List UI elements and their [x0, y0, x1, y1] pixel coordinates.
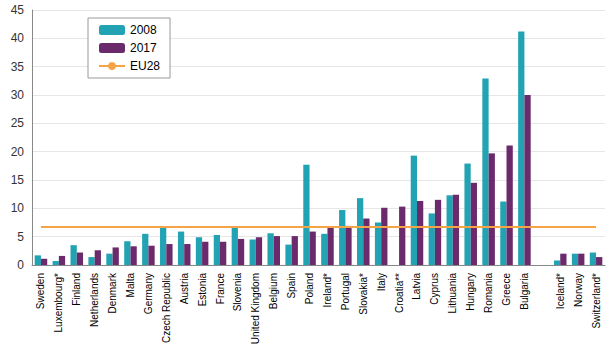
- svg-text:Denmark: Denmark: [107, 272, 118, 314]
- svg-text:Bulgaria: Bulgaria: [519, 273, 530, 310]
- svg-text:Germany: Germany: [143, 273, 154, 314]
- svg-text:Italy: Italy: [376, 273, 387, 291]
- svg-text:Switzerland*: Switzerland*: [591, 273, 602, 329]
- svg-text:Norway: Norway: [573, 273, 584, 307]
- svg-text:30: 30: [11, 88, 25, 102]
- svg-text:15: 15: [11, 173, 25, 187]
- svg-text:EU28: EU28: [130, 59, 160, 73]
- svg-text:Slovakia*: Slovakia*: [358, 273, 369, 315]
- svg-text:Greece: Greece: [501, 273, 512, 306]
- svg-text:Hungary: Hungary: [465, 273, 476, 311]
- svg-text:Poland: Poland: [304, 273, 315, 304]
- svg-text:Belgium: Belgium: [268, 273, 279, 309]
- svg-text:Latvia: Latvia: [411, 273, 422, 300]
- svg-text:Austria: Austria: [179, 273, 190, 305]
- svg-text:Luxembourg*: Luxembourg*: [53, 273, 64, 333]
- svg-text:Netherlands: Netherlands: [89, 273, 100, 327]
- svg-text:Croatia**: Croatia**: [394, 273, 405, 313]
- svg-text:0: 0: [17, 258, 24, 272]
- svg-text:2008: 2008: [130, 23, 157, 37]
- svg-text:35: 35: [11, 60, 25, 74]
- svg-text:Czech Republic: Czech Republic: [161, 273, 172, 343]
- svg-text:2017: 2017: [130, 41, 157, 55]
- svg-text:Ireland*: Ireland*: [322, 273, 333, 308]
- svg-text:Spain: Spain: [286, 273, 297, 299]
- svg-text:Slovenia: Slovenia: [232, 273, 243, 312]
- svg-text:20: 20: [11, 145, 25, 159]
- svg-text:United Kingdom: United Kingdom: [250, 273, 261, 344]
- svg-text:40: 40: [11, 31, 25, 45]
- svg-text:25: 25: [11, 116, 25, 130]
- svg-text:45: 45: [11, 3, 25, 17]
- svg-text:Romania: Romania: [483, 273, 494, 313]
- svg-text:Malta: Malta: [125, 273, 136, 298]
- svg-text:Lithuania: Lithuania: [447, 273, 458, 314]
- svg-text:5: 5: [17, 230, 24, 244]
- svg-text:Finland: Finland: [71, 273, 82, 306]
- svg-text:Iceland*: Iceland*: [555, 273, 566, 309]
- svg-text:Estonia: Estonia: [197, 273, 208, 307]
- svg-text:Portugal: Portugal: [340, 273, 351, 310]
- svg-text:Cyprus: Cyprus: [429, 273, 440, 305]
- svg-text:Sweden: Sweden: [35, 273, 46, 309]
- svg-text:10: 10: [11, 201, 25, 215]
- svg-text:France: France: [215, 273, 226, 305]
